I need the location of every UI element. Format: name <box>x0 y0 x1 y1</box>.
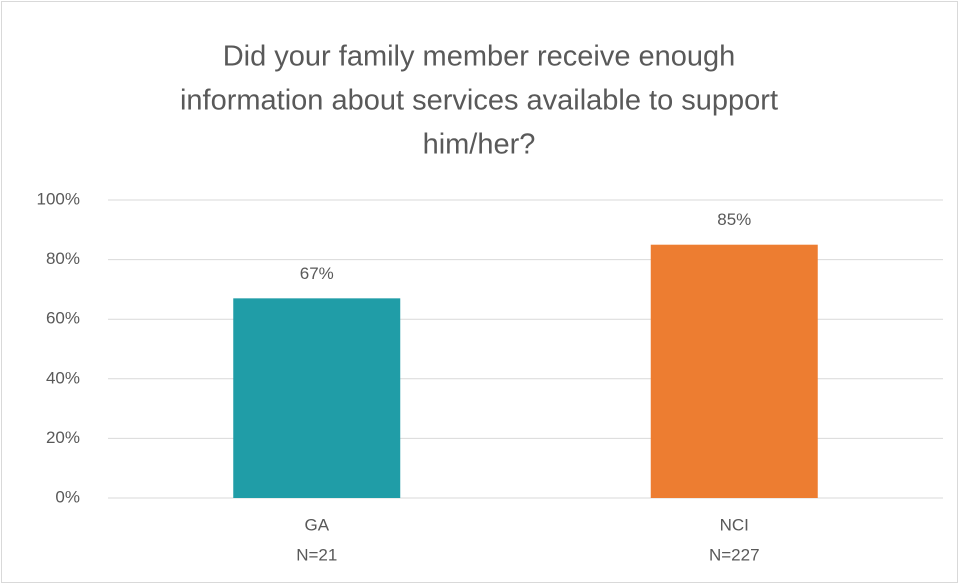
y-tick-label: 40% <box>46 368 80 387</box>
chart-title: Did your family member receive enough <box>223 41 736 73</box>
y-tick-label: 0% <box>55 487 80 506</box>
x-tick-note: N=227 <box>709 545 760 564</box>
data-label: 67% <box>300 264 334 283</box>
bar <box>233 298 401 498</box>
y-tick-label: 60% <box>46 309 80 328</box>
y-tick-label: 80% <box>46 249 80 268</box>
y-tick-label: 20% <box>46 428 80 447</box>
x-tick-note: N=21 <box>296 545 337 564</box>
y-tick-label: 100% <box>37 189 80 208</box>
chart-title: him/her? <box>423 129 536 161</box>
data-label: 85% <box>717 210 751 229</box>
bar <box>650 244 818 498</box>
x-tick-label: GA <box>304 515 329 534</box>
x-tick-label: NCI <box>720 515 749 534</box>
chart-title: information about services available to … <box>180 85 778 117</box>
